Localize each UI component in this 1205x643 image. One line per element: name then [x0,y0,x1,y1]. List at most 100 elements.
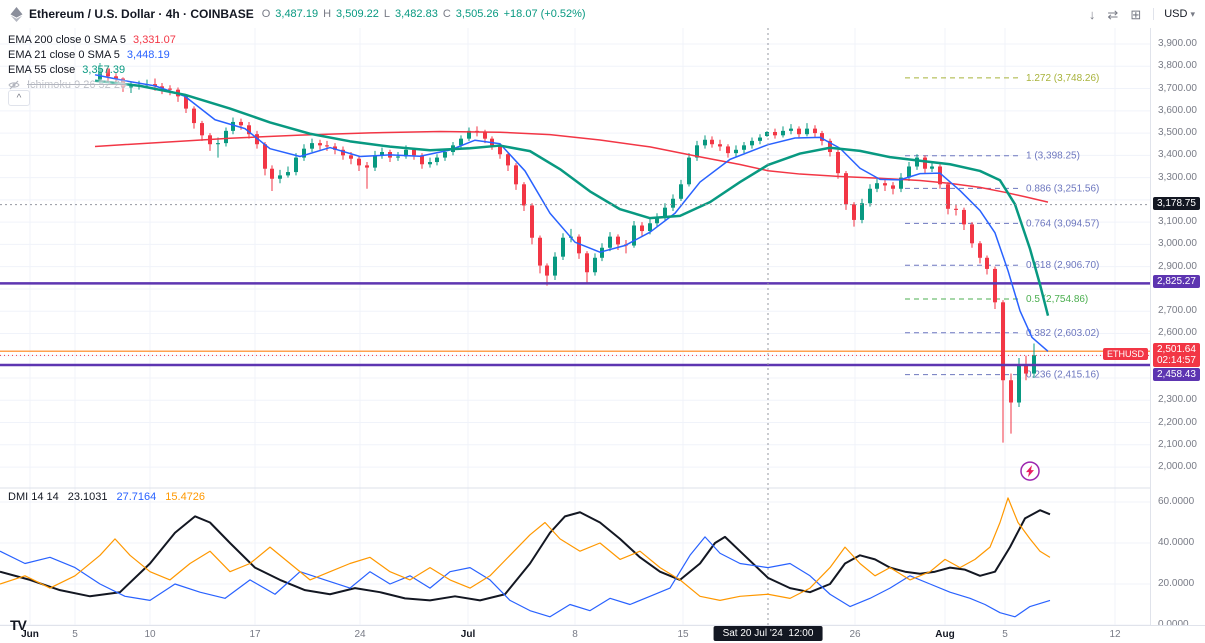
time-tick-label: 10 [144,629,156,640]
last-price-value: 2,501.64 [1157,344,1196,356]
last-price-label: 2,501.64 02:14:57 [1153,343,1200,368]
time-tick-label: Jun [21,629,39,640]
price-tick-label: 3,900.00 [1158,38,1197,50]
dmi-series [0,497,1051,618]
price-tick-label: 3,400.00 [1158,149,1197,161]
indicator-value: 3,448.19 [126,48,170,61]
dmi-tick-label: 60.0000 [1158,496,1195,507]
eye-off-icon[interactable] [8,79,20,91]
indicator-value: 3,331.07 [133,33,176,46]
time-tick-label: 15 [677,629,689,640]
legend-row-ichimoku-hidden[interactable]: Ichimoku 9 26 52 26 [8,77,176,92]
price-tick-label: 2,300.00 [1158,394,1197,406]
symbol-title: Ethereum / U.S. Dollar · 4h · COINBASE [29,7,254,21]
open-value: 3,487.19 [275,8,319,20]
price-tick-label: 3,800.00 [1158,60,1197,72]
dmi-legend[interactable]: DMI 14 14 23.1031 27.7164 15.4726 [8,491,205,503]
dmi-minus-di-value: 15.4726 [165,491,206,503]
svg-text:0.618 (2,906.70): 0.618 (2,906.70) [1026,260,1099,271]
indicator-label: EMA 21 close 0 SMA 5 [8,48,120,61]
fib-retracement[interactable]: 1.272 (3,748.26) 1 (3,398.25) 0.886 (3,251… [905,73,1099,381]
svg-text:0.886 (3,251.56): 0.886 (3,251.56) [1026,183,1099,194]
price-tick-label: 2,000.00 [1158,461,1197,473]
candlesticks[interactable] [98,62,1036,443]
time-tick-label: 5 [1002,629,1008,640]
currency-value: USD [1164,8,1188,20]
price-tick-label: 3,000.00 [1158,238,1197,250]
time-tick-label: 24 [354,629,366,640]
open-label: O [261,8,271,20]
header-toolbar: ↓ ⇄ ⊞ USD ▾ [1089,8,1195,21]
price-tick-label: 3,300.00 [1158,171,1197,183]
price-tick-label: 3,600.00 [1158,104,1197,116]
main-chart-canvas[interactable]: 1.272 (3,748.26) 1 (3,398.25) 0.886 (3,251… [0,0,1150,625]
svg-text:1 (3,398.25): 1 (3,398.25) [1026,151,1080,162]
low-value: 3,482.83 [395,8,438,20]
indicator-legend: EMA 200 close 0 SMA 5 3,331.07 EMA 21 cl… [8,32,176,92]
time-tick-label: 26 [849,629,861,640]
crosshair-price-label: 3,178.75 [1153,196,1200,210]
fullscreen-icon[interactable]: ⊞ [1130,6,1142,22]
time-tick-label: 5 [72,629,78,640]
low-label: L [383,8,390,20]
svg-text:0.764 (3,094.57): 0.764 (3,094.57) [1026,218,1099,229]
price-axis[interactable]: 3,178.75 2,825.27 2,501.64 02:14:57 2,45… [1150,0,1205,630]
change-value: +18.07 (+0.52%) [503,8,586,20]
indicator-label: EMA 55 close [8,63,76,76]
legend-row-ema55[interactable]: EMA 55 close 3,357.39 [8,62,176,77]
download-icon[interactable]: ↓ [1088,6,1096,22]
time-axis[interactable]: Sat 20 Jul '24 12:00 Jun 5 10 17 24 Jul 8 15 26 A… [0,625,1205,643]
svg-text:1.272 (3,748.26): 1.272 (3,748.26) [1026,73,1099,84]
svg-text:0.382 (2,603.02): 0.382 (2,603.02) [1026,328,1099,339]
lightning-marker[interactable] [1020,461,1040,481]
dmi-label: DMI 14 14 [8,491,59,503]
ohlc-values: O 3,487.19 H 3,509.22 L 3,482.83 C 3,505.26 … [262,8,586,20]
high-value: 3,509.22 [336,8,379,20]
ema-lines [94,74,1050,352]
dmi-tick-label: 0.0000 [1158,619,1189,630]
price-tick-label: 3,100.00 [1158,216,1197,228]
svg-text:0.5 (2,754.86): 0.5 (2,754.86) [1026,294,1088,305]
symbol-button[interactable]: Ethereum / U.S. Dollar · 4h · COINBASE [10,6,254,22]
symbol-price-tag: ETHUSD [1102,348,1148,361]
legend-row-ema21[interactable]: EMA 21 close 0 SMA 5 3,448.19 [8,47,176,62]
dmi-adx-value: 23.1031 [67,491,108,503]
time-tick-label: 12 [1109,629,1121,640]
high-label: H [323,8,332,20]
close-label: C [442,8,451,20]
price-tick-label: 2,600.00 [1158,327,1197,339]
horizontal-line-price-label: 2,825.27 [1153,275,1200,289]
dmi-tick-label: 20.0000 [1158,578,1195,589]
dmi-tick-label: 40.0000 [1158,537,1195,548]
price-tick-label: 2,200.00 [1158,416,1197,428]
ethereum-icon [10,6,23,22]
horizontal-lines-purple[interactable] [0,282,1150,367]
price-tick-label: 2,700.00 [1158,305,1197,317]
legend-collapse-button[interactable]: ^ [8,90,30,106]
svg-text:0.236 (2,415.16): 0.236 (2,415.16) [1026,370,1099,381]
tradingview-logo[interactable]: TV [10,617,27,633]
indicator-label: Ichimoku 9 26 52 26 [27,78,127,91]
time-tick-label: 8 [572,629,578,640]
price-tick-label: 2,100.00 [1158,438,1197,450]
price-tick-label: 3,700.00 [1158,82,1197,94]
crosshair-time-label: Sat 20 Jul '24 12:00 [713,626,823,641]
time-tick-label: Jul [460,629,476,640]
chart-header: Ethereum / U.S. Dollar · 4h · COINBASE O… [0,0,1205,28]
price-tick-label: 2,900.00 [1158,260,1197,272]
horizontal-line-price-label: 2,458.43 [1153,368,1200,382]
time-tick-label: Aug [935,629,955,640]
legend-row-ema200[interactable]: EMA 200 close 0 SMA 5 3,331.07 [8,32,176,47]
bar-countdown: 02:14:57 [1157,355,1196,367]
compare-icon[interactable]: ⇄ [1107,6,1119,22]
chevron-up-icon: ^ [16,92,22,104]
dmi-plus-di-value: 27.7164 [116,491,157,503]
indicator-label: EMA 200 close 0 SMA 5 [8,33,127,46]
indicator-value: 3,357.39 [82,63,126,76]
currency-dropdown[interactable]: USD ▾ [1153,8,1195,20]
crosshair [0,28,1150,625]
price-tick-label: 3,500.00 [1158,127,1197,139]
close-value: 3,505.26 [455,8,499,20]
grid-lines [0,28,1150,625]
